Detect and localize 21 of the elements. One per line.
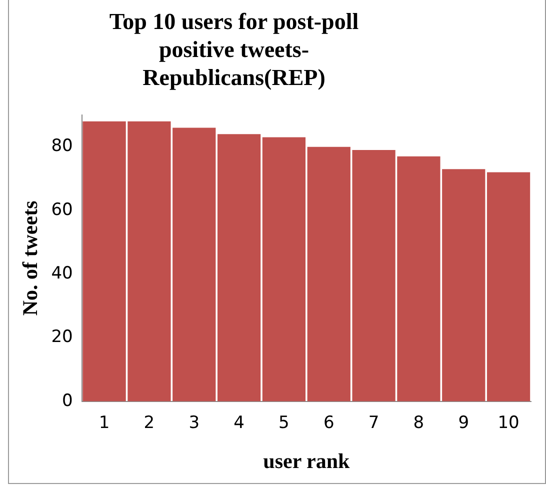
x-tick-label: 5 — [278, 413, 290, 434]
bar — [217, 134, 261, 402]
x-tick-label: 10 — [498, 413, 520, 434]
y-tick-label: 60 — [51, 200, 73, 220]
x-tick-label: 7 — [368, 413, 380, 434]
y-tick-label: 40 — [51, 264, 73, 284]
x-tick-label: 9 — [458, 413, 470, 434]
y-tick-label: 20 — [51, 327, 73, 348]
y-tick-label: 0 — [62, 390, 73, 411]
x-tick-label: 1 — [98, 413, 110, 434]
x-axis-title: user rank — [263, 448, 350, 473]
bar — [262, 137, 306, 402]
x-tick-label: 2 — [144, 413, 155, 434]
x-tick-label: 3 — [188, 413, 200, 434]
bar — [486, 172, 530, 402]
y-axis-title: No. of tweets — [18, 200, 42, 316]
x-tick-label: 4 — [234, 413, 244, 434]
x-tick-label: 6 — [323, 413, 334, 434]
chart-title: Top 10 users for post-poll positive tweets-Republicans(REP) — [108, 8, 360, 92]
x-tick-label: 8 — [413, 413, 424, 434]
y-tick-label: 80 — [51, 136, 73, 156]
